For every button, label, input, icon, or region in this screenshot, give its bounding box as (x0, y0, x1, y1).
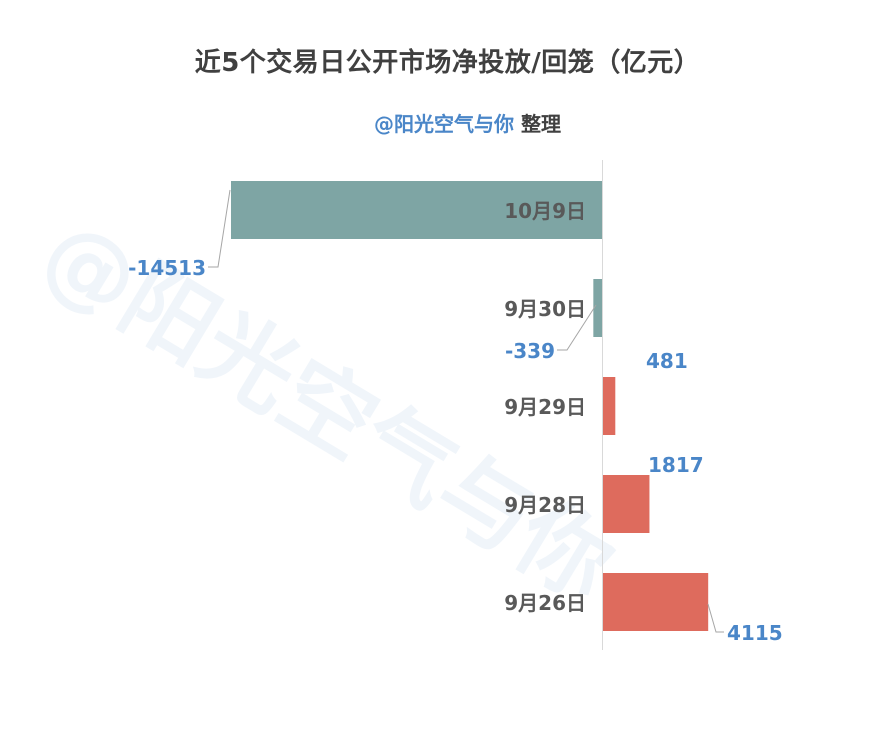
category-label: 10月9日 (504, 199, 586, 223)
bar (231, 181, 602, 239)
data-label: -14513 (128, 256, 206, 280)
bar (603, 475, 650, 533)
category-label: 9月26日 (504, 591, 586, 615)
leader-line (208, 189, 231, 268)
category-label: 9月29日 (504, 395, 586, 419)
leader-line (557, 304, 597, 351)
chart-title: 近5个交易日公开市场净投放/回笼（亿元） (194, 48, 701, 78)
category-label: 9月30日 (504, 297, 586, 321)
bar (603, 377, 616, 435)
category-label: 9月28日 (504, 493, 586, 517)
subtitle-suffix: 整理 (520, 112, 561, 136)
bar (603, 573, 709, 631)
leader-line (707, 603, 724, 633)
bar (593, 279, 602, 337)
subtitle-handle: @阳光空气与你 (374, 112, 515, 136)
chart-subtitle: @阳光空气与你 整理 (0, 108, 895, 137)
data-label: 1817 (648, 453, 704, 477)
data-label: 481 (646, 349, 688, 373)
data-label: -339 (505, 339, 555, 363)
data-label: 4115 (727, 621, 783, 645)
